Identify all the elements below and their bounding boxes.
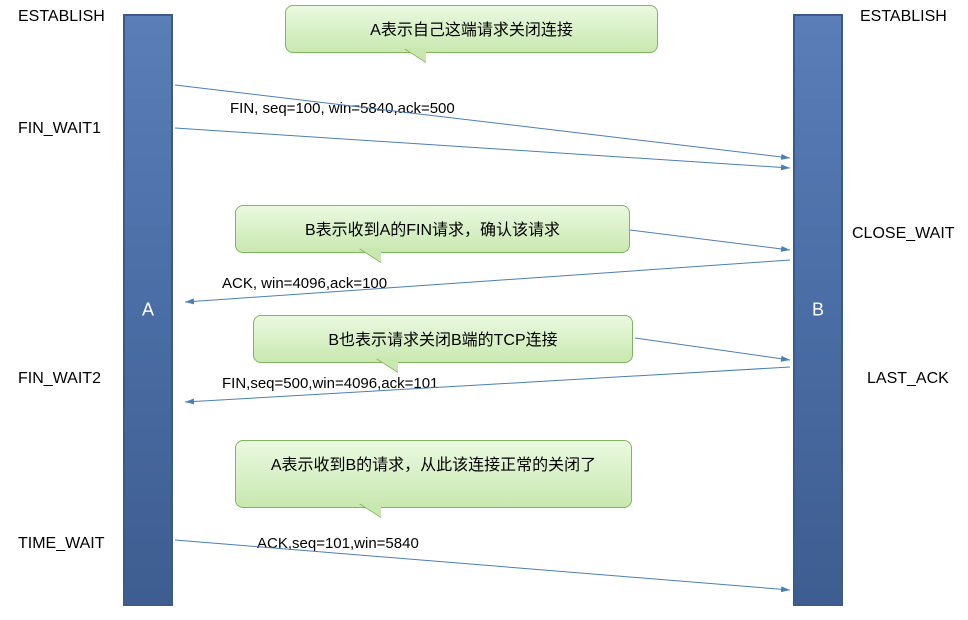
callout-2: B表示收到A的FIN请求，确认该请求 [235,205,630,253]
state-close-wait: CLOSE_WAIT [852,225,955,243]
callout-1: A表示自己这端请求关闭连接 [285,5,658,53]
callout-4-text: A表示收到B的请求，从此该连接正常的关闭了 [271,457,596,474]
state-time-wait: TIME_WAIT [18,535,105,553]
callout-2-text: B表示收到A的FIN请求，确认该请求 [305,222,560,239]
state-fin-wait1: FIN_WAIT1 [18,120,101,138]
state-fin-wait2: FIN_WAIT2 [18,370,101,388]
msg-fin-1: FIN, seq=100, win=5840,ack=500 [230,100,455,117]
callout-3-text: B也表示请求关闭B端的TCP连接 [328,332,557,349]
peer-b-label: B [812,300,824,321]
msg-ack-2: ACK,seq=101,win=5840 [257,535,419,552]
callout-4-tail [359,503,381,517]
state-establish-b: ESTABLISH [860,8,947,26]
callout-1-tail [404,48,426,62]
state-last-ack: LAST_ACK [867,370,949,388]
peer-b-bar: B [793,14,843,606]
state-establish-a: ESTABLISH [18,8,105,26]
callout-4: A表示收到B的请求，从此该连接正常的关闭了 [235,440,632,508]
peer-a-label: A [142,300,154,321]
msg-fin-2: FIN,seq=500,win=4096,ack=101 [222,375,438,392]
callout-1-text: A表示自己这端请求关闭连接 [370,22,573,39]
msg-ack-1: ACK, win=4096,ack=100 [222,275,387,292]
callout-3-tail [376,358,398,372]
peer-a-bar: A [123,14,173,606]
callout-2-tail [359,248,381,262]
tcp-close-diagram: A B ESTABLISH FIN_WAIT1 FIN_WAIT2 TIME_W… [0,0,968,620]
callout-3: B也表示请求关闭B端的TCP连接 [253,315,633,363]
